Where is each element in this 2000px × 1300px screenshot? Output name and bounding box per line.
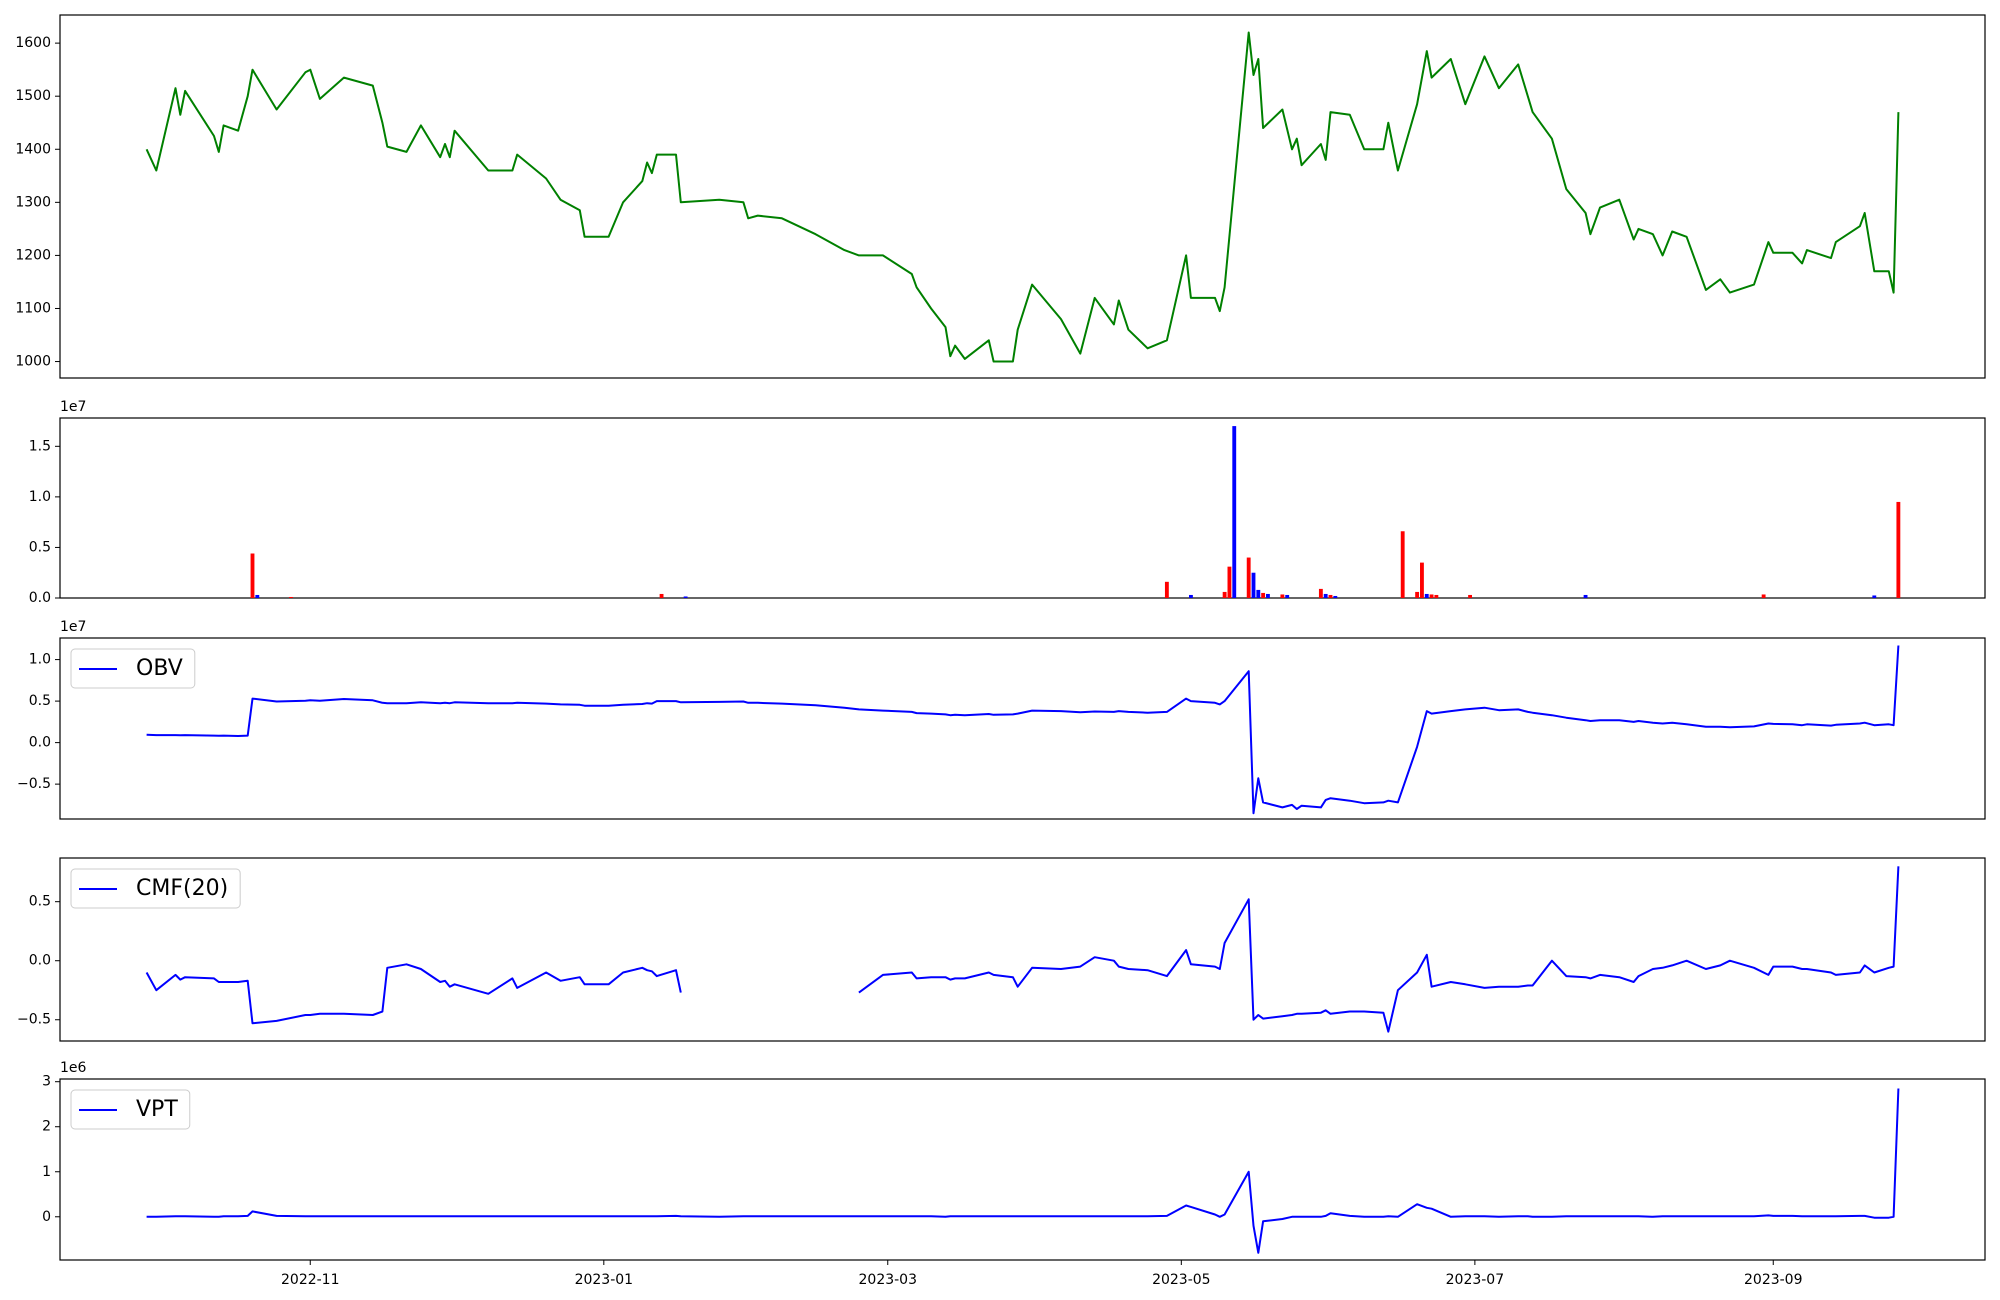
y-tick-label: −0.5 xyxy=(17,776,51,792)
y-tick-label: 1.5 xyxy=(29,438,51,454)
volume-bar xyxy=(1261,592,1266,598)
y-tick-label: 1600 xyxy=(15,35,51,51)
volume-bar xyxy=(1266,593,1270,598)
y-tick-label: 1200 xyxy=(15,247,51,263)
volume-bar xyxy=(1280,594,1285,598)
y-tick-label: 1000 xyxy=(15,354,51,370)
series-line xyxy=(146,1088,1900,1254)
y-tick-label: 3 xyxy=(42,1074,51,1090)
legend-box xyxy=(70,1089,191,1130)
volume-bar xyxy=(1189,594,1193,598)
volume-bar xyxy=(659,593,664,598)
legend-box xyxy=(70,868,241,909)
volume-bar xyxy=(289,596,293,598)
volume-bar xyxy=(1583,594,1588,598)
y-tick-label: −0.5 xyxy=(17,1012,51,1028)
volume-bar xyxy=(1429,594,1434,598)
volume-bar xyxy=(1328,594,1333,598)
axes-frame xyxy=(59,1078,1986,1261)
volume-bar xyxy=(255,594,260,598)
series-line xyxy=(145,866,1900,1033)
volume-bar xyxy=(1424,593,1429,598)
y-tick-label: 1400 xyxy=(15,141,51,157)
volume-bar xyxy=(683,596,688,598)
volume-bar xyxy=(1872,595,1877,598)
volume-bar xyxy=(1232,426,1237,598)
axes-frame xyxy=(59,637,1986,820)
y-tick-label: 2 xyxy=(42,1119,51,1135)
volume-bar xyxy=(1251,572,1256,598)
x-tick-label: 2023-03 xyxy=(859,1272,918,1288)
y-tick-label: 1.0 xyxy=(29,652,51,668)
volume-bar xyxy=(1434,594,1439,598)
volume-bar xyxy=(1323,593,1328,598)
x-tick-label: 2023-07 xyxy=(1446,1272,1505,1288)
offset-label: 1e6 xyxy=(60,1060,87,1076)
volume-bar xyxy=(250,553,255,598)
volume-bar xyxy=(1415,591,1420,598)
y-tick-label: 0.5 xyxy=(29,894,51,910)
volume-bar xyxy=(1896,501,1901,598)
offset-label: 1e7 xyxy=(60,619,86,635)
y-tick-label: 1100 xyxy=(15,300,51,316)
volume-bar xyxy=(1256,589,1261,598)
legend-label: VPT xyxy=(136,1097,178,1122)
legend-box xyxy=(70,648,196,689)
x-tick-label: 2023-05 xyxy=(1152,1272,1211,1288)
y-tick-label: 1500 xyxy=(15,88,51,104)
legend-label: OBV xyxy=(136,656,183,681)
volume-bar xyxy=(1246,557,1251,598)
volume-bar xyxy=(1420,562,1424,598)
volume-bar xyxy=(1468,594,1472,598)
volume-bar xyxy=(1285,594,1290,598)
y-tick-label: 0.5 xyxy=(29,539,51,555)
y-tick-label: 0.5 xyxy=(29,693,51,709)
y-tick-label: 0.0 xyxy=(29,953,51,969)
series-line xyxy=(145,31,1900,363)
x-tick-label: 2022-11 xyxy=(281,1272,340,1288)
axes-frame xyxy=(59,417,1986,599)
volume-bar xyxy=(1333,595,1338,598)
y-tick-label: 1 xyxy=(42,1164,51,1180)
x-tick-label: 2023-01 xyxy=(575,1272,634,1288)
volume-bar xyxy=(1222,591,1227,598)
volume-bar xyxy=(1164,581,1169,598)
offset-label: 1e7 xyxy=(60,399,86,415)
volume-bar xyxy=(1761,594,1766,598)
legend-label: CMF(20) xyxy=(136,876,228,901)
y-tick-label: 0.0 xyxy=(29,590,51,606)
axes-frame xyxy=(59,857,1986,1042)
y-tick-label: 1.0 xyxy=(29,489,51,505)
volume-bar xyxy=(1227,566,1232,598)
series-line xyxy=(146,645,1900,815)
volume-bar xyxy=(1400,531,1405,598)
y-tick-label: 0.0 xyxy=(29,735,51,751)
volume-bar xyxy=(1318,588,1323,598)
y-tick-label: 0 xyxy=(42,1209,51,1225)
y-tick-label: 1300 xyxy=(15,194,51,210)
x-tick-label: 2023-09 xyxy=(1744,1272,1803,1288)
axes-frame xyxy=(59,14,1986,379)
